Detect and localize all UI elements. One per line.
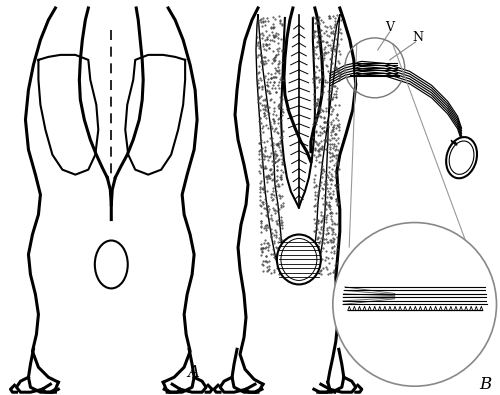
Ellipse shape (277, 235, 321, 284)
Circle shape (333, 222, 496, 386)
Text: N: N (412, 32, 423, 44)
Text: B: B (480, 376, 492, 393)
Ellipse shape (95, 241, 128, 288)
Ellipse shape (446, 137, 477, 178)
Text: V: V (385, 21, 394, 34)
Text: A: A (187, 364, 199, 381)
